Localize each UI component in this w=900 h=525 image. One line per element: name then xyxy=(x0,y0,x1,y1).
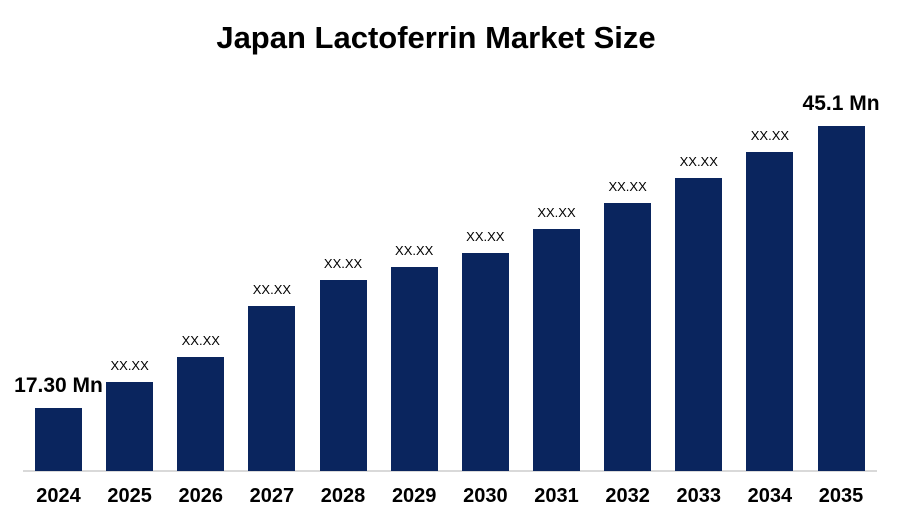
x-axis-tick-label-2025: 2025 xyxy=(107,485,152,507)
x-axis-tick-label-2034: 2034 xyxy=(747,485,793,507)
bar-value-label-2030: XX.XX xyxy=(466,229,505,244)
x-axis-tick-label-2027: 2027 xyxy=(249,485,295,507)
bar-value-label-2033: XX.XX xyxy=(679,154,718,169)
bar-value-label-2034: XX.XX xyxy=(750,128,790,143)
bar-value-label-2027: XX.XX xyxy=(252,282,292,297)
x-axis-tick-label-2030: 2030 xyxy=(463,485,508,507)
x-axis-tick-label-2031: 2031 xyxy=(534,485,579,507)
bar-value-label-2025: XX.XX xyxy=(110,358,149,373)
x-axis-tick-label-2026: 2026 xyxy=(178,485,224,507)
bar-value-label-2032: XX.XX xyxy=(608,179,647,194)
x-axis-tick-label-2028: 2028 xyxy=(320,485,366,507)
bar-2030 xyxy=(461,253,509,471)
bar-value-label-2026: XX.XX xyxy=(181,333,220,348)
bar-2034 xyxy=(746,152,794,471)
bar-2028 xyxy=(319,280,367,471)
bar-2032 xyxy=(604,203,652,471)
x-axis-line xyxy=(23,470,877,472)
x-axis-tick-label-2029: 2029 xyxy=(391,485,437,507)
bar-value-label-2035: 45.1 Mn xyxy=(802,92,880,115)
bar-value-label-2029: XX.XX xyxy=(395,243,434,258)
bar-2035 xyxy=(817,126,865,471)
bar-2027 xyxy=(248,306,296,471)
bar-value-label-2031: XX.XX xyxy=(537,205,576,220)
chart-title: Japan Lactoferrin Market Size xyxy=(216,20,656,55)
bar-2024 xyxy=(35,408,82,471)
x-axis-tick-label-2035: 2035 xyxy=(818,485,864,507)
x-axis-tick-label-2024: 2024 xyxy=(36,485,81,507)
x-axis-tick-label-2032: 2032 xyxy=(605,485,650,507)
bar-2029 xyxy=(390,267,438,471)
bar-2033 xyxy=(675,178,723,471)
bar-value-label-2028: XX.XX xyxy=(323,256,363,271)
bar-value-label-2024: 17.30 Mn xyxy=(14,374,103,397)
bar-2031 xyxy=(532,229,580,471)
bar-2026 xyxy=(177,357,225,471)
bar-2025 xyxy=(106,382,154,471)
x-axis-tick-label-2033: 2033 xyxy=(676,485,722,507)
